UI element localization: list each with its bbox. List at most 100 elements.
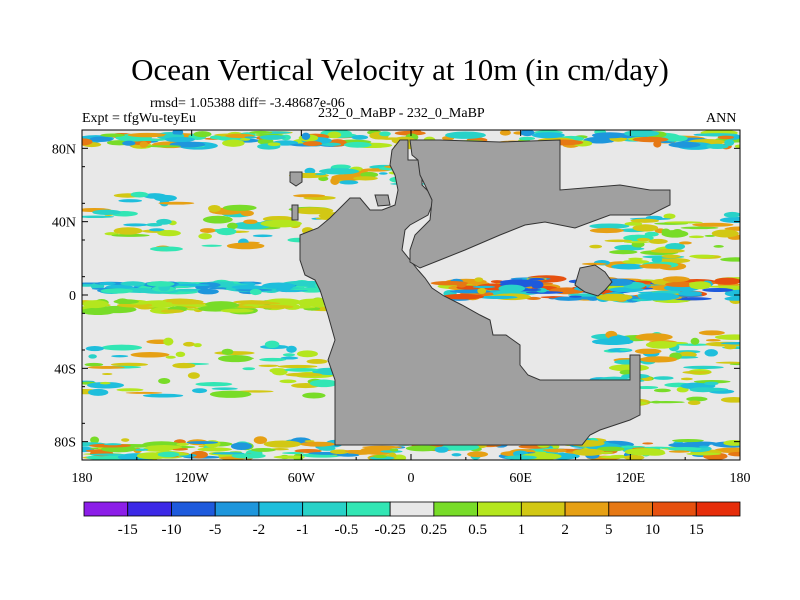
y-tick-label: 40S xyxy=(54,362,76,377)
field-patch xyxy=(280,356,299,360)
field-patch xyxy=(687,400,701,406)
field-patch xyxy=(622,259,650,264)
field-patch xyxy=(89,453,126,456)
field-patch xyxy=(92,209,121,215)
field-patch xyxy=(267,142,281,147)
field-patch xyxy=(528,277,545,281)
field-patch xyxy=(87,366,125,369)
field-patch xyxy=(690,337,700,345)
field-patch xyxy=(304,440,315,443)
field-patch xyxy=(678,241,692,245)
field-patch xyxy=(164,134,184,137)
field-patch xyxy=(279,379,297,384)
field-patch xyxy=(214,351,255,356)
field-patch xyxy=(467,451,489,458)
field-patch xyxy=(651,257,663,263)
field-patch xyxy=(728,451,740,457)
field-patch xyxy=(113,227,143,235)
field-patch xyxy=(273,455,306,459)
field-patch xyxy=(639,263,672,269)
field-patch xyxy=(271,368,288,376)
colorbar-label: -0.5 xyxy=(335,522,359,538)
field-patch xyxy=(121,438,130,442)
field-patch xyxy=(211,387,238,390)
colorbar-swatch xyxy=(433,501,479,517)
field-patch xyxy=(260,219,302,228)
field-patch xyxy=(165,299,204,305)
colorbar-label: 1 xyxy=(518,522,526,538)
field-patch xyxy=(300,441,335,447)
field-patch xyxy=(686,396,708,402)
field-patch xyxy=(720,396,740,403)
field-patch xyxy=(697,133,738,137)
field-patch xyxy=(157,451,180,458)
colorbar-swatch xyxy=(214,501,260,517)
field-patch xyxy=(193,131,212,138)
field-patch xyxy=(689,254,715,259)
field-patch xyxy=(158,378,171,385)
field-patch xyxy=(146,223,163,227)
field-patch xyxy=(611,263,646,270)
field-patch xyxy=(88,388,109,396)
field-patch xyxy=(624,221,643,226)
field-patch xyxy=(706,285,740,288)
field-patch xyxy=(101,373,113,376)
field-patch xyxy=(157,230,181,237)
x-tick-label: 180 xyxy=(72,471,93,486)
field-patch xyxy=(146,445,183,450)
field-patch xyxy=(217,354,253,363)
field-patch xyxy=(160,309,184,314)
field-patch xyxy=(209,390,252,398)
field-patch xyxy=(284,367,319,372)
field-patch xyxy=(682,441,718,446)
field-patch xyxy=(240,210,254,217)
field-patch xyxy=(172,130,184,136)
field-patch xyxy=(472,285,496,289)
field-patch xyxy=(149,228,165,232)
colorbar-label: -15 xyxy=(118,522,138,538)
field-patch xyxy=(86,454,128,460)
field-patch xyxy=(668,450,690,453)
field-patch xyxy=(253,436,268,445)
field-patch xyxy=(688,282,699,286)
field-patch xyxy=(302,141,323,147)
field-patch xyxy=(678,291,703,296)
field-patch xyxy=(258,304,294,309)
field-patch xyxy=(723,440,740,446)
field-patch xyxy=(680,226,719,230)
field-patch xyxy=(373,454,387,459)
field-patch xyxy=(591,132,627,139)
field-patch xyxy=(113,299,139,305)
field-patch xyxy=(199,228,216,233)
field-patch xyxy=(628,257,643,261)
field-patch xyxy=(630,218,660,223)
field-patch xyxy=(309,379,338,388)
field-patch xyxy=(706,143,729,150)
field-patch xyxy=(187,372,200,379)
field-patch xyxy=(412,130,422,135)
field-patch xyxy=(231,285,264,290)
x-tick-label: 180 xyxy=(730,471,751,486)
field-patch xyxy=(686,452,722,456)
plot-area xyxy=(82,130,740,460)
x-tick-label: 120W xyxy=(175,471,210,486)
field-patch xyxy=(330,449,350,455)
field-patch xyxy=(208,204,221,213)
field-patch xyxy=(113,308,135,312)
field-patch xyxy=(499,130,511,136)
field-patch xyxy=(231,453,266,459)
field-patch xyxy=(653,140,662,148)
x-tick-label: 60W xyxy=(288,471,316,486)
field-patch xyxy=(581,262,607,266)
experiment-label: Expt = tfgWu-teyEu xyxy=(82,111,196,126)
land-peninsula xyxy=(574,264,613,297)
field-patch xyxy=(331,164,351,170)
x-tick-label: 60E xyxy=(509,471,532,486)
field-patch xyxy=(520,130,535,137)
colorbar-swatch xyxy=(83,501,129,517)
field-patch xyxy=(82,215,115,219)
field-patch xyxy=(310,297,327,305)
land-island-west xyxy=(291,204,299,221)
field-patch xyxy=(243,219,258,225)
